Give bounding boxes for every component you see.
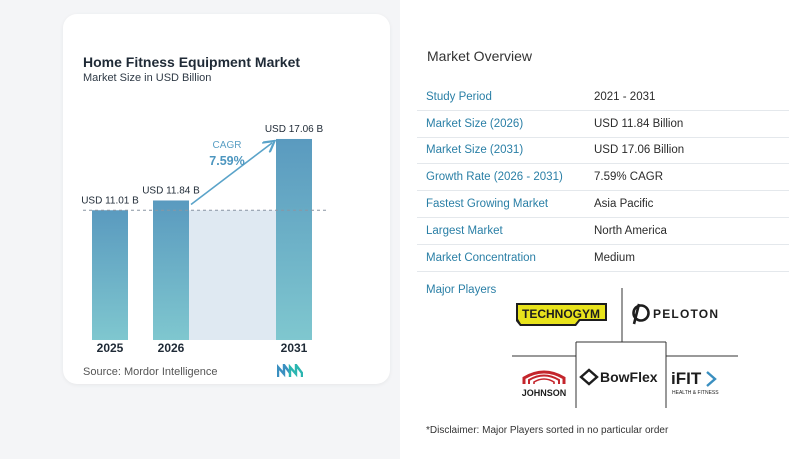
row-key: Market Concentration (426, 251, 536, 264)
row-value: 7.59% CAGR (594, 171, 664, 184)
ifit-chevron-icon (706, 371, 717, 387)
row-key: Study Period (426, 90, 492, 103)
data-label-2031: USD 17.06 B (265, 124, 324, 135)
chart-title: Home Fitness Equipment Market (83, 54, 301, 70)
bowflex-icon (579, 368, 599, 386)
ifit-logo: iFIT HEALTH & FITNESS (671, 369, 719, 396)
bar-2031 (276, 138, 312, 340)
x-tick-2031: 2031 (281, 341, 308, 355)
cagr-value: 7.59% (209, 154, 244, 168)
major-players-title: Major Players (426, 284, 497, 296)
bar-2025 (92, 210, 128, 340)
row-key: Market Size (2031) (426, 144, 524, 157)
chart-subtitle: Market Size in USD Billion (83, 72, 212, 84)
row-key: Fastest Growing Market (426, 198, 549, 211)
overview-row-fastest-growing: Fastest Growing Market Asia Pacific (417, 191, 789, 218)
peloton-wordmark: PELOTON (653, 307, 719, 321)
johnson-logo: JOHNSON (522, 370, 567, 398)
overview-row-largest-market: Largest Market North America (417, 218, 789, 245)
overview-row-study-period: Study Period 2021 - 2031 (417, 84, 789, 111)
cagr-label: CAGR (213, 140, 242, 151)
row-value: USD 11.84 Billion (594, 117, 684, 130)
ifit-wordmark: iFIT (671, 369, 702, 388)
ifit-tagline: HEALTH & FITNESS (672, 390, 719, 396)
technogym-wordmark: TECHNOGYM (522, 307, 600, 321)
row-value: North America (594, 224, 667, 237)
growth-shade-area (189, 210, 276, 340)
row-value: 2021 - 2031 (594, 90, 656, 103)
technogym-logo: TECHNOGYM (516, 303, 607, 326)
johnson-arch-icon (522, 370, 566, 384)
source-note: Source: Mordor Intelligence (83, 366, 218, 378)
cagr-arrow (190, 143, 272, 206)
bowflex-logo: BowFlex (579, 368, 658, 386)
row-value: Asia Pacific (594, 198, 654, 211)
overview-row-growth-rate: Growth Rate (2026 - 2031) 7.59% CAGR (417, 164, 789, 192)
major-players-logos: TECHNOGYM PELOTON JOHNSON BowFlex (512, 288, 738, 408)
row-key: Largest Market (426, 224, 503, 237)
johnson-wordmark: JOHNSON (522, 388, 567, 398)
x-tick-2025: 2025 (97, 341, 124, 355)
bowflex-wordmark: BowFlex (600, 369, 658, 385)
overview-panel: Market Overview Study Period 2021 - 2031… (400, 0, 800, 459)
row-key: Market Size (2026) (426, 117, 524, 130)
peloton-icon (632, 303, 650, 325)
data-label-2026: USD 11.84 B (142, 185, 200, 196)
mordor-logo-icon (277, 364, 303, 378)
disclaimer-note: *Disclaimer: Major Players sorted in no … (426, 425, 669, 436)
overview-row-market-size-2031: Market Size (2031) USD 17.06 Billion (417, 138, 789, 165)
row-value: USD 17.06 Billion (594, 144, 685, 157)
bar-2026 (153, 200, 189, 340)
data-label-2025: USD 11.01 B (81, 195, 139, 206)
overview-table: Study Period 2021 - 2031 Market Size (20… (417, 84, 789, 272)
overview-row-concentration: Market Concentration Medium (417, 245, 789, 272)
overview-title: Market Overview (427, 48, 533, 64)
overview-row-market-size-2026: Market Size (2026) USD 11.84 Billion (417, 111, 789, 138)
row-value: Medium (594, 251, 635, 264)
x-tick-2026: 2026 (158, 341, 185, 355)
chart-card: Home Fitness Equipment Market Market Siz… (63, 14, 390, 384)
peloton-logo: PELOTON (632, 303, 719, 325)
row-key: Growth Rate (2026 - 2031) (426, 171, 563, 184)
